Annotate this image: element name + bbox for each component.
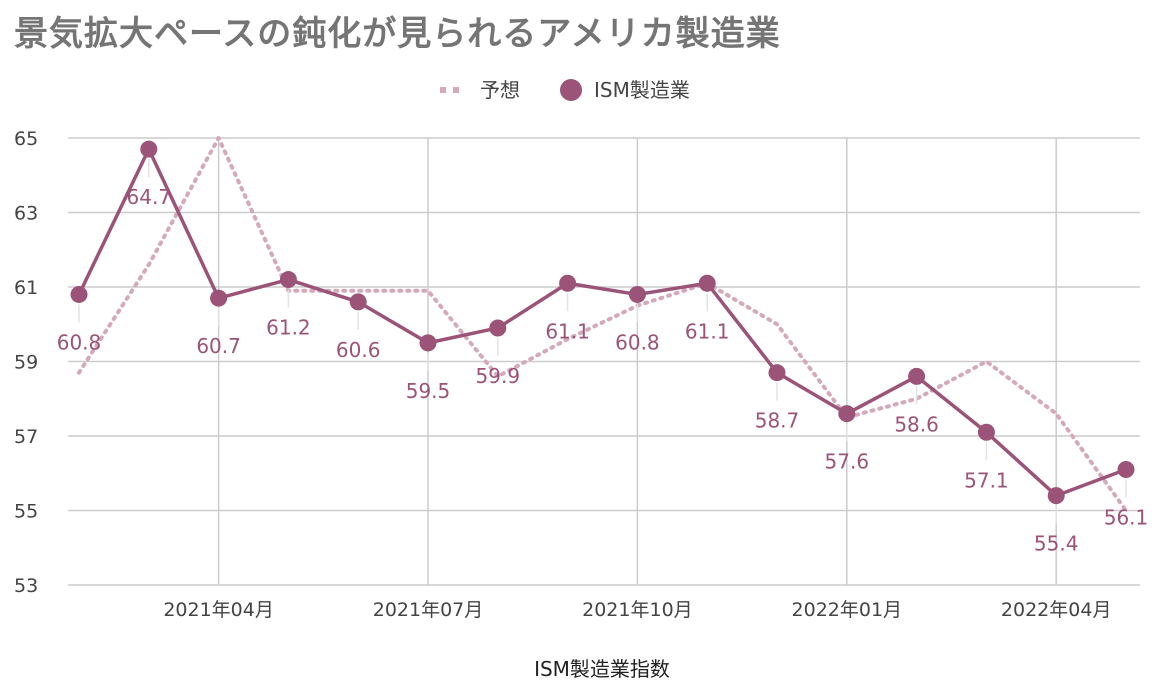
data-label: 56.1 [1104,506,1149,530]
y-tick-label: 55 [14,501,38,523]
data-label: 61.1 [545,319,590,343]
ism-data-point [349,293,367,311]
data-label: 60.6 [336,338,381,362]
ism-data-point [628,285,646,303]
ism-data-point [419,334,437,352]
data-label: 57.6 [825,450,870,474]
x-tick-label: 2021年04月 [163,599,274,621]
x-axis-title: ISM製造業指数 [534,657,670,681]
chart-title: 景気拡大ペースの鈍化が見られるアメリカ製造業 [14,14,781,54]
legend-ism-swatch [560,79,582,101]
ism-data-point [279,271,297,289]
label-layer: 60.8 64.7 60.7 61.2 60.6 59.5 59.9 61.1 60.8 61.1… [57,185,1149,555]
ism-data-point [977,423,995,441]
ism-data-point [1047,487,1065,505]
grid-layer: 53 55 57 59 61 63 65 2021年04月 2021年07月 2021年10月 20… [14,128,1140,621]
data-label: 60.7 [196,334,241,358]
x-tick-label: 2021年10月 [582,599,693,621]
forecast-series-line [77,136,1128,513]
ism-data-point [768,364,786,382]
series-layer [70,136,1135,524]
data-label: 59.9 [476,364,521,388]
data-label: 58.7 [755,409,800,433]
data-label: 59.5 [406,379,451,403]
y-tick-label: 53 [14,575,38,597]
data-label: 57.1 [964,468,1009,492]
y-tick-label: 59 [14,352,38,374]
x-tick-label: 2021年07月 [373,599,484,621]
data-label: 60.8 [57,330,102,354]
data-label: 58.6 [894,412,939,436]
data-label: 60.8 [615,330,660,354]
x-tick-label: 2022年04月 [1001,599,1112,621]
data-label: 55.4 [1034,532,1079,556]
ism-data-point [70,285,88,303]
ism-data-point [838,405,856,423]
legend: 予想 ISM製造業 [440,78,690,102]
data-label: 61.2 [266,316,311,340]
ism-data-point [908,367,926,385]
ism-data-point [489,319,507,337]
data-label: 61.1 [685,319,730,343]
legend-forecast-label: 予想 [480,78,520,102]
y-tick-label: 65 [14,128,38,150]
y-tick-label: 63 [14,203,38,225]
ism-data-point [210,289,228,307]
legend-ism-label: ISM製造業 [594,78,690,102]
ism-data-point [559,274,577,292]
ism-data-point [698,274,716,292]
y-tick-label: 61 [14,277,38,299]
y-tick-label: 57 [14,426,38,448]
x-tick-label: 2022年01月 [792,599,903,621]
ism-series-line [77,147,1127,498]
ism-data-point [1117,461,1135,479]
data-label: 64.7 [127,185,172,209]
ism-data-point [140,140,158,158]
